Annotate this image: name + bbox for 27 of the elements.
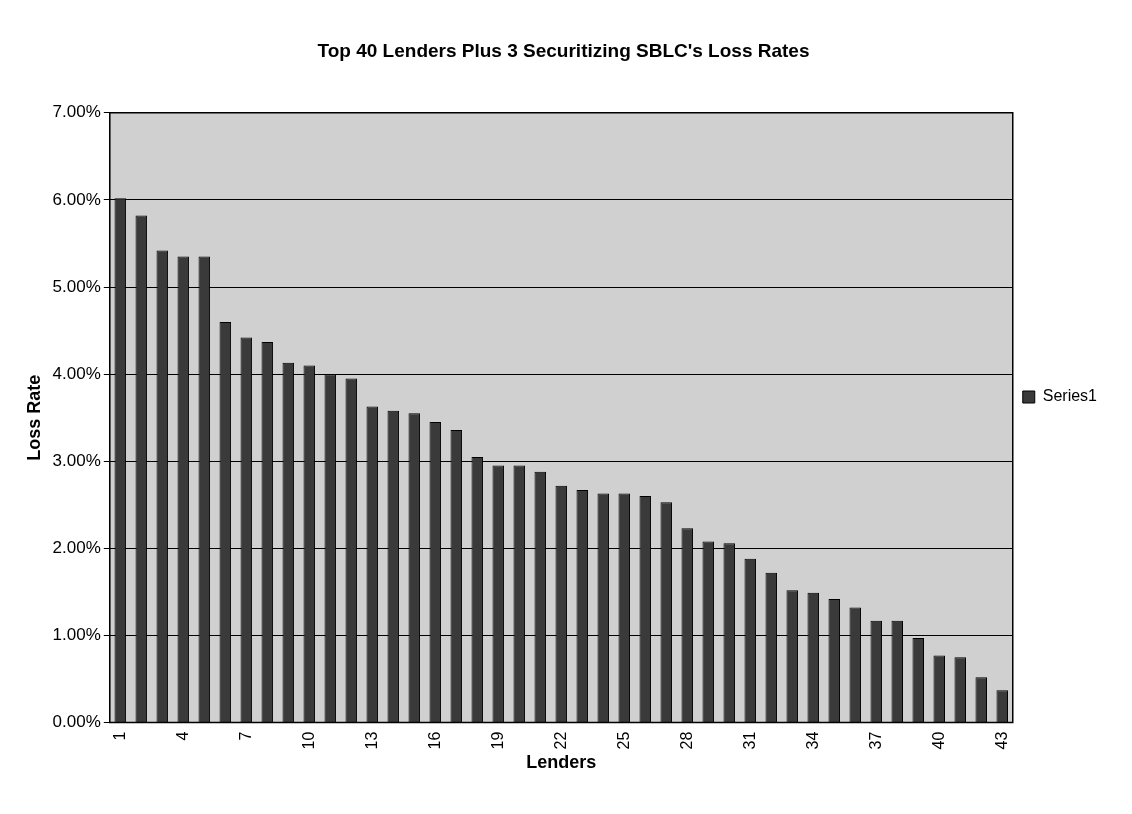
x-tick-label: 4 (173, 731, 191, 741)
y-axis-title: Loss Rate (23, 374, 44, 461)
y-tick-label: 0.00% (52, 712, 101, 732)
x-tick-label: 13 (362, 731, 380, 750)
x-tick-label: 1 (110, 731, 128, 741)
chart-title: Top 40 Lenders Plus 3 Securitizing SBLC's Loss Rates (317, 39, 810, 61)
y-tick-label: 1.00% (52, 625, 101, 645)
x-tick-label: 19 (488, 731, 506, 750)
y-tick-label: 2.00% (52, 538, 101, 558)
y-tick-label: 5.00% (52, 276, 101, 296)
x-tick-label: 31 (740, 731, 758, 750)
x-tick-label: 34 (803, 731, 821, 750)
x-tick-label: 7 (236, 731, 254, 741)
x-tick-label: 37 (866, 731, 884, 750)
x-tick-label: 25 (614, 731, 632, 750)
x-tick-label: 43 (992, 731, 1010, 750)
y-tick-label: 6.00% (52, 189, 101, 209)
y-tick-label: 7.00% (52, 102, 101, 122)
x-axis-title: Lenders (526, 752, 597, 773)
y-tick-label: 3.00% (52, 450, 101, 470)
y-tick-label: 4.00% (52, 363, 101, 383)
x-tick-label: 28 (677, 731, 695, 750)
x-tick-label: 22 (551, 731, 569, 750)
x-tick-label: 16 (425, 731, 443, 750)
x-tick-label: 10 (299, 731, 317, 750)
legend-label: Series1 (1042, 387, 1098, 405)
x-tick-label: 40 (929, 731, 947, 750)
